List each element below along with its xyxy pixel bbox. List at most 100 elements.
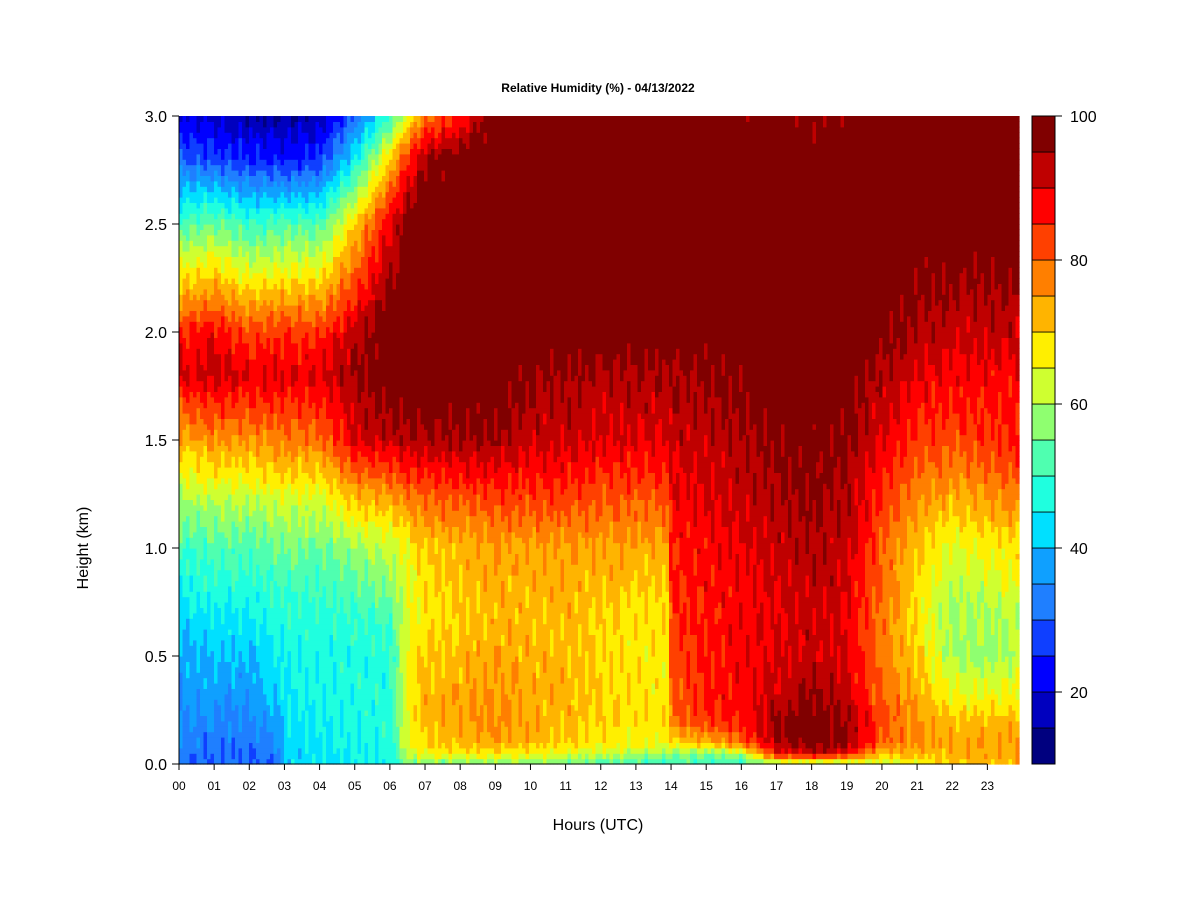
heatmap-cell: [193, 148, 198, 155]
heatmap-cell: [214, 407, 219, 414]
heatmap-cell: [200, 483, 205, 490]
heatmap-cell: [280, 413, 285, 419]
heatmap-cell: [284, 553, 289, 560]
heatmap-cell: [221, 294, 226, 301]
heatmap-cell: [203, 461, 208, 468]
heatmap-cell: [221, 132, 226, 139]
heatmap-cell: [256, 440, 261, 446]
heatmap-cell: [312, 256, 317, 263]
heatmap-cell: [277, 186, 282, 193]
heatmap-cell: [294, 596, 299, 603]
heatmap-cell: [319, 434, 324, 441]
heatmap-cell: [249, 364, 254, 371]
heatmap-cell: [193, 650, 198, 657]
heatmap-cell: [322, 591, 327, 598]
heatmap-cell: [182, 456, 187, 463]
heatmap-cell: [256, 488, 261, 495]
heatmap-cell: [315, 737, 320, 743]
heatmap-cell: [231, 191, 236, 198]
heatmap-cell: [203, 418, 208, 425]
heatmap-cell: [305, 321, 310, 328]
heatmap-cell: [249, 629, 254, 635]
heatmap-cell: [224, 521, 229, 527]
heatmap-cell: [270, 715, 275, 722]
heatmap-cell: [224, 445, 229, 452]
heatmap-cell: [287, 639, 292, 646]
heatmap-cell: [322, 510, 327, 517]
heatmap-cell: [252, 342, 257, 349]
heatmap-cell: [291, 645, 296, 652]
heatmap-cell: [203, 710, 208, 716]
heatmap-cell: [280, 526, 285, 533]
heatmap-cell: [284, 710, 289, 716]
heatmap-cell: [259, 186, 264, 193]
heatmap-cell: [315, 612, 320, 619]
heatmap-cell: [249, 186, 254, 193]
heatmap-cell: [193, 553, 198, 560]
heatmap-cell: [273, 467, 278, 473]
heatmap-cell: [305, 159, 310, 166]
heatmap-cell: [319, 197, 324, 203]
heatmap-cell: [210, 645, 215, 652]
heatmap-cell: [249, 440, 254, 446]
heatmap-cell: [322, 391, 327, 398]
heatmap-cell: [235, 272, 240, 279]
heatmap-cell: [238, 450, 243, 457]
heatmap-cell: [193, 596, 198, 603]
heatmap-cell: [242, 661, 247, 668]
heatmap-cell: [238, 677, 243, 684]
heatmap-cell: [298, 251, 303, 257]
heatmap-cell: [294, 267, 299, 274]
heatmap-cell: [256, 726, 261, 733]
heatmap-cell: [186, 143, 191, 149]
heatmap-cell: [280, 170, 285, 176]
heatmap-cell: [179, 121, 184, 128]
heatmap-cell: [249, 348, 254, 355]
heatmap-cell: [308, 758, 313, 765]
heatmap-cell: [189, 288, 194, 295]
heatmap-cell: [203, 683, 208, 689]
heatmap-cell: [217, 148, 222, 155]
heatmap-cell: [189, 332, 194, 338]
heatmap-cell: [280, 218, 285, 225]
heatmap-cell: [224, 526, 229, 533]
heatmap-cell: [266, 402, 271, 409]
heatmap-cell: [273, 413, 278, 419]
heatmap-cell: [322, 737, 327, 743]
heatmap-cell: [256, 245, 261, 252]
heatmap-cell: [270, 386, 275, 392]
heatmap-cell: [242, 342, 247, 349]
heatmap-cell: [252, 380, 257, 387]
heatmap-cell: [231, 418, 236, 425]
heatmap-cell: [270, 256, 275, 263]
heatmap-cell: [245, 504, 250, 511]
heatmap-cell: [280, 477, 285, 484]
heatmap-cell: [287, 375, 292, 382]
heatmap-cell: [280, 672, 285, 679]
heatmap-cell: [210, 494, 215, 500]
heatmap-cell: [189, 159, 194, 166]
heatmap-cell: [305, 434, 310, 441]
heatmap-cell: [214, 564, 219, 571]
heatmap-cell: [298, 591, 303, 598]
heatmap-cell: [259, 612, 264, 619]
heatmap-cell: [231, 661, 236, 668]
heatmap-cell: [252, 375, 257, 382]
heatmap-cell: [284, 153, 289, 160]
heatmap-cell: [256, 202, 261, 209]
heatmap-cell: [305, 683, 310, 689]
heatmap-cell: [308, 299, 313, 306]
heatmap-cell: [217, 207, 222, 214]
heatmap-cell: [249, 180, 254, 187]
heatmap-cell: [256, 315, 261, 322]
heatmap-cell: [228, 612, 233, 619]
heatmap-cell: [259, 288, 264, 295]
heatmap-cell: [270, 288, 275, 295]
heatmap-cell: [266, 488, 271, 495]
heatmap-cell: [182, 569, 187, 576]
heatmap-cell: [312, 332, 317, 338]
heatmap-cell: [186, 359, 191, 365]
heatmap-cell: [182, 461, 187, 468]
heatmap-cell: [182, 132, 187, 139]
heatmap-cell: [224, 310, 229, 317]
